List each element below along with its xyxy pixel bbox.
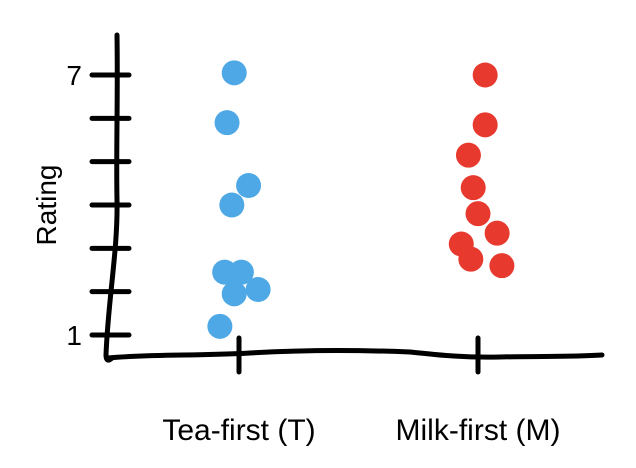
axes [103, 32, 605, 363]
x-category-label: Milk-first (M) [396, 414, 561, 447]
data-point [458, 246, 484, 272]
y-tick-label: 7 [66, 60, 82, 91]
data-point [489, 253, 515, 279]
data-point [214, 110, 240, 136]
labels: Rating [31, 165, 62, 246]
x-axis-line [105, 348, 605, 361]
data-point [484, 220, 510, 246]
data-point [465, 201, 491, 227]
data-point [460, 175, 486, 201]
data-points [207, 60, 515, 339]
data-point [472, 112, 498, 138]
data-point [245, 277, 271, 302]
data-point [207, 313, 233, 339]
data-point [221, 281, 247, 307]
y-ticks: 17 [66, 60, 132, 351]
data-point [219, 192, 245, 218]
data-point [221, 60, 247, 86]
x-ticks: Tea-first (T) Milk-first (M) [162, 335, 561, 447]
y-axis-line [103, 32, 120, 363]
y-tick-label: 1 [66, 320, 82, 351]
data-point [455, 142, 481, 168]
data-point [228, 259, 254, 285]
data-point [472, 62, 498, 88]
y-axis-label: Rating [31, 165, 62, 246]
data-point [236, 173, 262, 198]
x-category-label: Tea-first (T) [162, 414, 315, 447]
